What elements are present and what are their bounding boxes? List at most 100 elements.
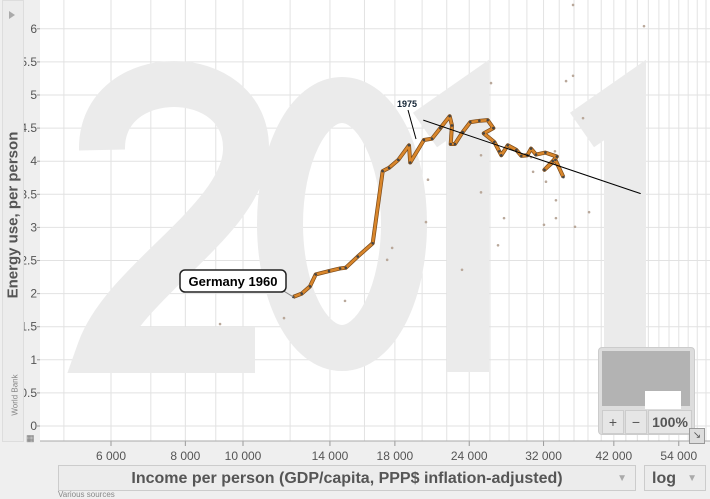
chart-plot-area[interactable]: 6 000 8 000 10 000 14 000 18 000 24 000 32 000… (0, 0, 710, 462)
trail-point (478, 119, 481, 123)
watermark-digit-0 (257, 77, 427, 371)
x-tick-label: 32 000 (525, 449, 562, 462)
trail-point (544, 151, 547, 154)
x-tick-label: 18 000 (377, 449, 414, 462)
chevron-down-icon: ▼ (687, 473, 697, 484)
x-tick-label: 6 000 (96, 449, 126, 462)
y-axis-title[interactable]: Energy use, per person (4, 131, 22, 299)
trail-point (482, 132, 486, 135)
trail-point (492, 126, 495, 130)
trail-point (493, 140, 496, 144)
collapsed-sidebar[interactable] (2, 0, 24, 442)
trail-point (449, 142, 453, 146)
country-point (218, 322, 222, 326)
watermark-digit-1b (569, 59, 646, 372)
country-point (282, 316, 286, 320)
annotation-box (179, 269, 287, 293)
x-tick-label: 24 000 (451, 449, 488, 462)
trail-point (529, 147, 533, 150)
trail-point (551, 159, 555, 163)
y-tick-label: 0.5 (20, 386, 37, 400)
y-tick-label: 5 (30, 88, 37, 102)
trail-point (534, 153, 538, 156)
trail-point (497, 149, 501, 153)
trail-point (314, 273, 318, 276)
y-tick-label: 5.5 (20, 55, 37, 69)
trail-point (515, 148, 518, 152)
trend-line-segment (423, 119, 641, 195)
trend-line (423, 119, 641, 195)
annotation-germany-1960: Germany 1960 (189, 274, 278, 289)
y-tick-label: 2 (30, 287, 37, 301)
trail-point (555, 155, 559, 158)
country-point (385, 258, 389, 262)
zoom-reset-button[interactable]: 100% (648, 410, 692, 434)
germany-trail[interactable] (292, 114, 566, 299)
country-point (542, 223, 546, 227)
zoom-out-icon: − (631, 414, 641, 430)
trail-point (453, 142, 457, 146)
trail-point (461, 130, 464, 134)
annotations: Germany 1960 1975 (179, 99, 417, 298)
trail-point (450, 124, 454, 127)
country-point (460, 268, 464, 272)
trail-point (397, 158, 400, 162)
trail-point (469, 120, 472, 124)
watermark-digit-2 (67, 61, 270, 373)
trail-point (506, 144, 510, 147)
trail-point (338, 267, 342, 270)
minimap-viewport[interactable] (645, 391, 681, 409)
country-point (496, 243, 500, 247)
x-scale-select[interactable]: log ▼ (644, 465, 706, 491)
country-point (424, 220, 428, 224)
country-point (343, 299, 347, 303)
x-tick-label: 10 000 (225, 449, 262, 462)
x-tick-label: 42 000 (595, 449, 632, 462)
trail-point (448, 114, 451, 118)
country-point (479, 153, 483, 157)
x-axis-indicator-select[interactable]: Income per person (GDP/capita, PPP$ infl… (58, 465, 636, 491)
country-point (553, 149, 557, 153)
x-tick-label: 14 000 (312, 449, 349, 462)
y-source-label: World Bank (10, 374, 20, 416)
country-point (531, 170, 535, 174)
x-axis-title: Income per person (GDP/capita, PPP$ infl… (131, 470, 563, 487)
y-tick-label: 3 (30, 220, 37, 234)
trail-point (387, 166, 391, 170)
trail-point (308, 285, 312, 288)
table-icon[interactable]: ▦ (26, 433, 35, 443)
country-point (587, 210, 591, 214)
country-point (489, 81, 493, 85)
x-source-label: Various sources (58, 490, 115, 499)
y-tick-label: 3.5 (20, 187, 37, 201)
annotation-1975: 1975 (397, 99, 417, 109)
trail-point (554, 158, 557, 162)
scale-value: log (652, 470, 676, 487)
x-tick-label: 8 000 (170, 449, 200, 462)
country-point (581, 116, 585, 120)
country-point (544, 180, 548, 184)
country-point (479, 191, 483, 194)
trail-point (408, 161, 412, 164)
watermark-digit-1 (412, 59, 489, 372)
year-watermark (67, 59, 646, 373)
trail-point (344, 266, 347, 270)
zoom-in-button[interactable]: + (602, 410, 624, 434)
zoom-in-icon: + (608, 414, 618, 430)
trail-point (407, 144, 411, 147)
y-tick-label: 0 (30, 419, 37, 433)
trail-point (486, 118, 490, 122)
trail-point (356, 255, 360, 258)
chevron-down-icon: ▼ (617, 473, 627, 484)
zoom-panel: + − 100% (598, 347, 695, 435)
trail-point (371, 241, 375, 245)
zoom-out-button[interactable]: − (625, 410, 647, 434)
expand-triangle-icon[interactable] (9, 11, 15, 19)
y-tick-label: 1.5 (20, 320, 37, 334)
y-tick-label: 4 (30, 154, 37, 168)
trail-point (300, 292, 303, 295)
trail-point (422, 138, 426, 142)
resize-corner-icon[interactable]: ↘ (689, 428, 705, 444)
minimap[interactable] (602, 351, 690, 409)
country-point (571, 3, 575, 7)
